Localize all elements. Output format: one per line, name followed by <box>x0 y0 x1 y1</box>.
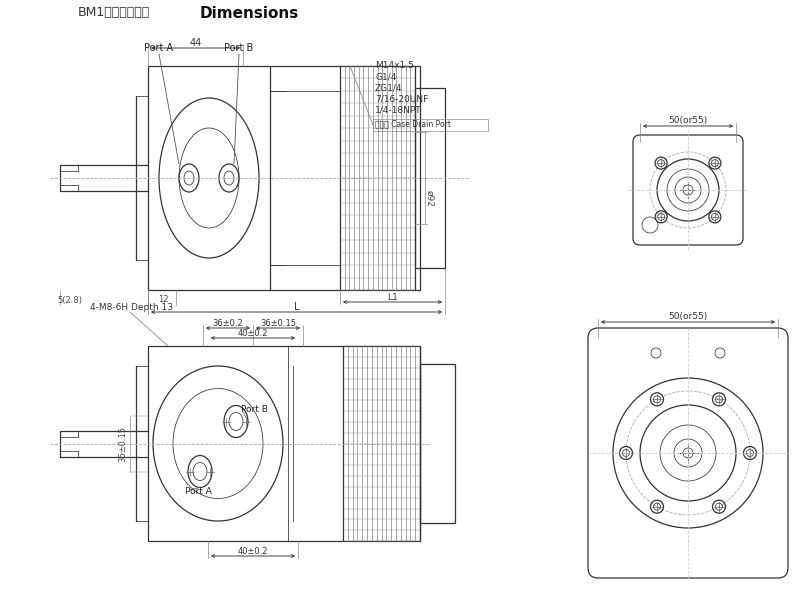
Text: 36±0.15: 36±0.15 <box>118 426 127 462</box>
Text: 50(or55): 50(or55) <box>668 313 708 322</box>
Text: Port A: Port A <box>185 487 212 496</box>
Text: Port B: Port B <box>224 43 254 53</box>
Text: ZG1/4: ZG1/4 <box>375 84 402 93</box>
Text: 7/16-20UNF: 7/16-20UNF <box>375 94 428 103</box>
Bar <box>420 364 455 523</box>
Text: L: L <box>294 302 299 312</box>
Text: G1/4: G1/4 <box>375 73 396 82</box>
Text: 1/4-18NPT: 1/4-18NPT <box>375 106 422 115</box>
Bar <box>415 88 445 268</box>
Text: L1: L1 <box>387 293 398 302</box>
Text: Port B: Port B <box>241 405 268 414</box>
Text: Port A: Port A <box>145 43 174 53</box>
Text: 40±0.2: 40±0.2 <box>238 548 268 557</box>
Text: M14x1.5: M14x1.5 <box>375 61 414 70</box>
Text: 40±0.2: 40±0.2 <box>238 329 268 338</box>
Bar <box>373 119 488 131</box>
Text: 外泄口 Case Drain Port: 外泄口 Case Drain Port <box>375 120 451 129</box>
Text: 36±0.15: 36±0.15 <box>260 320 296 329</box>
Text: 12: 12 <box>158 296 168 305</box>
Text: 4-M8-6H Depth 13: 4-M8-6H Depth 13 <box>90 304 173 313</box>
Bar <box>148 346 420 541</box>
Text: 36±0.2: 36±0.2 <box>213 320 243 329</box>
Text: 44: 44 <box>190 38 202 48</box>
Text: 5(2.8): 5(2.8) <box>58 296 82 305</box>
Text: BM1马达连接尺寸: BM1马达连接尺寸 <box>78 7 150 19</box>
Text: Dimensions: Dimensions <box>200 5 299 20</box>
Text: 50(or55): 50(or55) <box>668 117 708 126</box>
Bar <box>148 66 420 290</box>
Text: ø92: ø92 <box>425 189 434 206</box>
